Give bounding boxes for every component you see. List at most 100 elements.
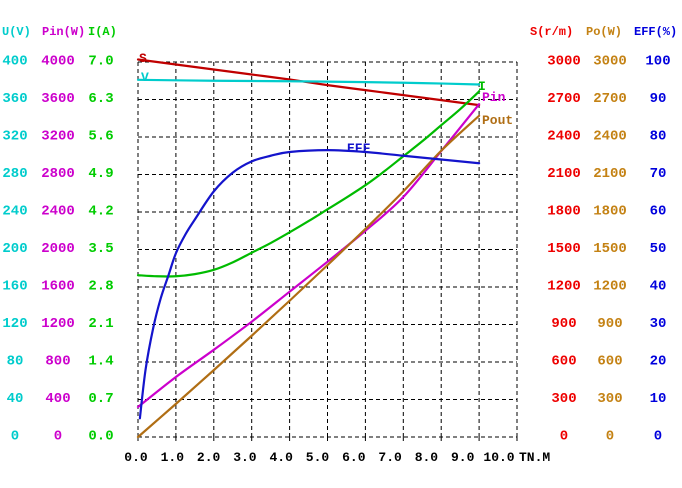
curve-pout: [136, 114, 481, 439]
right-axis-header-efficiency: EFF(%): [634, 25, 677, 39]
left-axis-tick-I(A): 6.3: [88, 91, 113, 107]
right-axis-tick-S(r/m): 600: [551, 354, 576, 370]
left-axis-tick-Pin(W): 4000: [41, 54, 75, 70]
left-axis-tick-I(A): 0.7: [88, 391, 113, 407]
right-axis-tick-Po(W): 0: [606, 429, 614, 445]
curve-label-pout: Pout: [482, 113, 513, 128]
x-axis-tick-label: 4.0: [269, 450, 293, 465]
right-axis-tick-EFF(%): 0: [654, 429, 662, 445]
curve-label-s: S: [139, 51, 147, 66]
curve-pin: [136, 103, 481, 409]
axis-tick-labels: 4003603202802402001601208040040003600320…: [2, 54, 670, 466]
left-axis-tick-I(A): 1.4: [88, 354, 113, 370]
left-axis-tick-Pin(W): 800: [45, 354, 70, 370]
x-axis-tick-label: 6.0: [342, 450, 366, 465]
right-axis-tick-EFF(%): 80: [650, 129, 667, 145]
left-axis-tick-Pin(W): 1200: [41, 316, 75, 332]
left-axis-tick-I(A): 0.0: [88, 429, 113, 445]
right-axis-tick-Po(W): 900: [597, 316, 622, 332]
axis-headers: U(V) Pin(W) I(A) S(r/m) Po(W) EFF(%): [2, 25, 677, 39]
right-axis-tick-EFF(%): 100: [645, 54, 670, 70]
curve-label-i: I: [478, 79, 486, 94]
x-axis-tick-label: 3.0: [233, 450, 257, 465]
right-axis-tick-S(r/m): 2400: [547, 129, 581, 145]
curve-i: [136, 90, 481, 278]
right-axis-tick-Po(W): 1500: [593, 241, 627, 257]
left-axis-tick-I(A): 4.2: [88, 204, 113, 220]
curve-label-v: V: [141, 70, 149, 85]
left-axis-tick-I(A): 5.6: [88, 129, 113, 145]
right-axis-tick-S(r/m): 300: [551, 391, 576, 407]
right-axis-tick-S(r/m): 1200: [547, 279, 581, 295]
right-axis-tick-Po(W): 300: [597, 391, 622, 407]
right-axis-tick-EFF(%): 60: [650, 204, 667, 220]
left-axis-tick-U(V): 200: [2, 241, 27, 257]
curve-label-eff: EFF: [347, 141, 371, 156]
right-axis-tick-EFF(%): 90: [650, 91, 667, 107]
right-axis-tick-Po(W): 2700: [593, 91, 627, 107]
right-axis-tick-EFF(%): 30: [650, 316, 667, 332]
right-axis-tick-Po(W): 1800: [593, 204, 627, 220]
left-axis-tick-I(A): 2.1: [88, 316, 113, 332]
left-axis-tick-Pin(W): 400: [45, 391, 70, 407]
x-axis-tick-label: 10.0: [483, 450, 514, 465]
x-axis-tick-label: 8.0: [415, 450, 439, 465]
curve-v: [136, 78, 481, 86]
right-axis-tick-EFF(%): 10: [650, 391, 667, 407]
left-axis-tick-Pin(W): 3600: [41, 91, 75, 107]
left-axis-tick-U(V): 120: [2, 316, 27, 332]
right-axis-tick-Po(W): 3000: [593, 54, 627, 70]
left-axis-tick-U(V): 320: [2, 129, 27, 145]
left-axis-tick-I(A): 3.5: [88, 241, 113, 257]
left-axis-tick-U(V): 240: [2, 204, 27, 220]
grid: [137, 61, 518, 441]
left-axis-header-current: I(A): [88, 25, 117, 39]
left-axis-tick-Pin(W): 1600: [41, 279, 75, 295]
right-axis-tick-Po(W): 2100: [593, 166, 627, 182]
x-axis-tick-label: 0.0: [124, 450, 148, 465]
left-axis-tick-Pin(W): 2800: [41, 166, 75, 182]
right-axis-header-speed: S(r/m): [530, 25, 573, 39]
right-axis-tick-S(r/m): 2100: [547, 166, 581, 182]
left-axis-tick-Pin(W): 0: [54, 429, 62, 445]
right-axis-tick-S(r/m): 1500: [547, 241, 581, 257]
left-axis-tick-I(A): 4.9: [88, 166, 113, 182]
left-axis-header-voltage: U(V): [2, 25, 31, 39]
left-axis-tick-I(A): 2.8: [88, 279, 113, 295]
left-axis-tick-U(V): 80: [7, 354, 24, 370]
right-axis-tick-EFF(%): 50: [650, 241, 667, 257]
right-axis-tick-S(r/m): 1800: [547, 204, 581, 220]
left-axis-tick-U(V): 280: [2, 166, 27, 182]
right-axis-tick-S(r/m): 0: [560, 429, 568, 445]
right-axis-tick-EFF(%): 20: [650, 354, 667, 370]
left-axis-tick-Pin(W): 2000: [41, 241, 75, 257]
x-axis-tick-label: 5.0: [306, 450, 330, 465]
left-axis-tick-I(A): 7.0: [88, 54, 113, 70]
left-axis-tick-U(V): 40: [7, 391, 24, 407]
curve-eff: [138, 149, 481, 420]
left-axis-tick-Pin(W): 3200: [41, 129, 75, 145]
left-axis-tick-Pin(W): 2400: [41, 204, 75, 220]
left-axis-tick-U(V): 160: [2, 279, 27, 295]
curve-label-pin: Pin: [482, 90, 506, 105]
left-axis-tick-U(V): 360: [2, 91, 27, 107]
right-axis-tick-EFF(%): 40: [650, 279, 667, 295]
right-axis-tick-Po(W): 1200: [593, 279, 627, 295]
left-axis-tick-U(V): 400: [2, 54, 27, 70]
left-axis-header-input-power: Pin(W): [42, 25, 85, 39]
x-axis-tick-label: 1.0: [161, 450, 185, 465]
x-axis-tick-label: 2.0: [197, 450, 221, 465]
curves: [136, 58, 481, 439]
right-axis-tick-S(r/m): 900: [551, 316, 576, 332]
right-axis-tick-Po(W): 600: [597, 354, 622, 370]
right-axis-header-output-power: Po(W): [586, 25, 622, 39]
right-axis-tick-EFF(%): 70: [650, 166, 667, 182]
x-axis-unit-label: TN.M: [519, 450, 550, 465]
x-axis-tick-label: 7.0: [378, 450, 402, 465]
right-axis-tick-S(r/m): 2700: [547, 91, 581, 107]
x-axis-tick-label: 9.0: [451, 450, 475, 465]
right-axis-tick-Po(W): 2400: [593, 129, 627, 145]
